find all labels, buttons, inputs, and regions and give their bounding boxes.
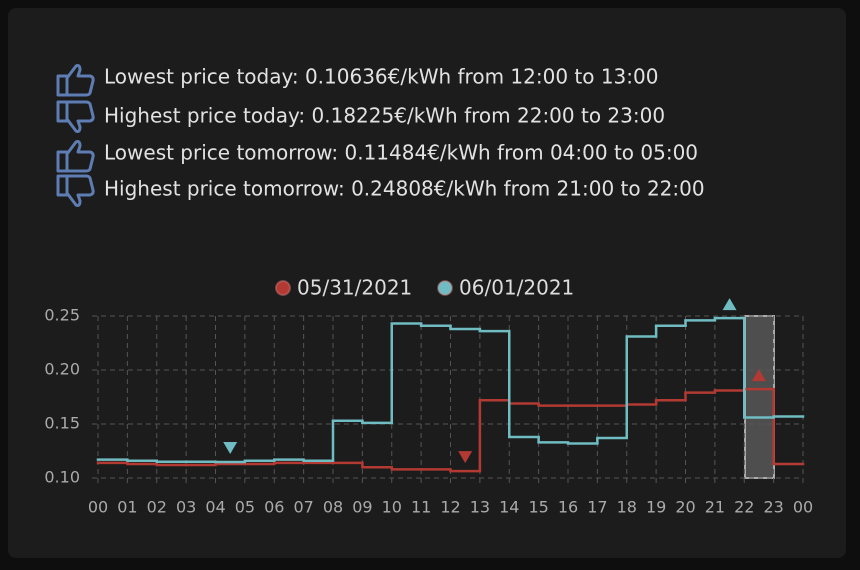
x-tick-label: 00 — [88, 498, 108, 517]
x-tick-label: 23 — [763, 498, 783, 517]
x-tick-label: 13 — [470, 498, 490, 517]
max-marker — [751, 369, 766, 382]
info-line: Highest price today: 0.18225€/kWh from 2… — [104, 104, 665, 128]
x-tick-label: 07 — [293, 498, 313, 517]
min-marker — [458, 451, 473, 464]
x-tick-label: 14 — [499, 498, 519, 517]
info-line: Highest price tomorrow: 0.24808€/kWh fro… — [104, 177, 705, 201]
legend-swatch — [437, 280, 453, 296]
series — [96, 298, 805, 464]
thumb-down-icon — [56, 100, 95, 133]
thumb-up-icon — [56, 64, 95, 97]
y-tick-label: 0.20 — [44, 360, 80, 379]
current-hour-highlight — [744, 315, 775, 479]
x-tick-label: 11 — [411, 498, 431, 517]
x-tick-label: 02 — [147, 498, 167, 517]
x-tick-label: 04 — [205, 498, 225, 517]
x-tick-label: 22 — [734, 498, 754, 517]
max-marker — [722, 298, 737, 311]
y-tick-label: 0.25 — [44, 306, 80, 325]
card — [8, 8, 846, 558]
thumb-up-icon — [56, 140, 95, 173]
info-line: Lowest price tomorrow: 0.11484€/kWh from… — [104, 141, 698, 165]
x-tick-label: 08 — [323, 498, 343, 517]
x-tick-label: 12 — [440, 498, 460, 517]
icons — [56, 64, 95, 207]
x-tick-label: 16 — [558, 498, 578, 517]
legend-label: 05/31/2021 — [297, 276, 412, 300]
x-tick-label: 09 — [352, 498, 372, 517]
y-tick-label: 0.10 — [44, 468, 80, 487]
x-tick-label: 18 — [617, 498, 637, 517]
x-tick-label: 01 — [117, 498, 137, 517]
x-tick-label: 03 — [176, 498, 196, 517]
x-tick-label: 05 — [235, 498, 255, 517]
x-tick-label: 00 — [793, 498, 813, 517]
min-marker — [223, 441, 238, 454]
thumb-down-icon — [56, 174, 95, 207]
legend-swatch — [275, 280, 291, 296]
info-line: Lowest price today: 0.10636€/kWh from 12… — [104, 65, 658, 89]
x-tick-label: 15 — [528, 498, 548, 517]
series — [96, 369, 805, 473]
y-tick-label: 0.15 — [44, 414, 80, 433]
x-tick-label: 21 — [705, 498, 725, 517]
x-tick-label: 20 — [675, 498, 695, 517]
x-tick-label: 19 — [646, 498, 666, 517]
x-tick-label: 06 — [264, 498, 284, 517]
legend-label: 06/01/2021 — [459, 276, 574, 300]
x-tick-label: 10 — [382, 498, 402, 517]
x-tick-label: 17 — [587, 498, 607, 517]
